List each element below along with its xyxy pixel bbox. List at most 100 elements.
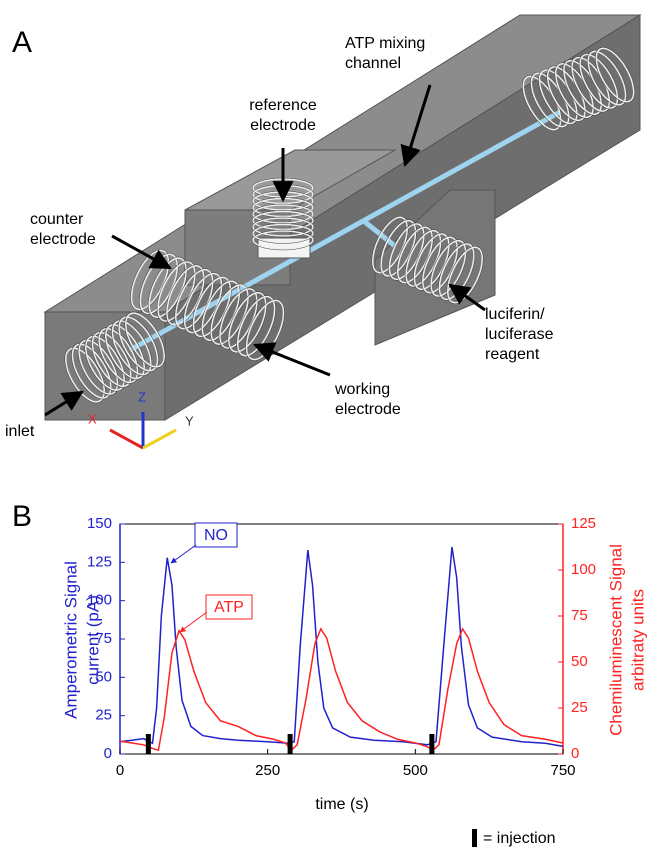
arrow — [448, 283, 486, 312]
coil-turn — [227, 291, 267, 353]
callout-label: inlet — [5, 423, 35, 440]
coil-turn — [91, 331, 132, 388]
coil-turn — [438, 243, 475, 301]
coil-turn-edge — [91, 331, 133, 388]
callout-label: channel — [345, 55, 401, 72]
y2-tick-label: 100 — [571, 561, 596, 578]
arrow — [111, 234, 172, 270]
coil-turn-edge — [77, 339, 119, 396]
y-axis-arrow — [142, 428, 177, 450]
coil-turn-edge — [429, 239, 467, 298]
arrow — [400, 84, 432, 168]
callout-label: reference — [249, 97, 317, 114]
coil-turn-edge — [538, 68, 579, 125]
x-tick-label: 250 — [255, 762, 280, 779]
coil-turn-edge — [562, 59, 603, 116]
coil-turn — [252, 210, 314, 231]
coil-turn-edge — [104, 323, 146, 380]
coil-turn-edge — [124, 311, 166, 369]
coil-turn — [124, 312, 166, 368]
y2-tick-label: 25 — [571, 699, 588, 716]
callout-label: working — [334, 381, 390, 398]
device-diagram: X Z Y A ATP mixing channel reference electr… — [5, 14, 642, 450]
y-tick-label: 25 — [95, 707, 112, 724]
coil-turn — [579, 53, 619, 109]
coil-turn-edge — [522, 75, 562, 131]
legend-marker — [472, 829, 477, 847]
x-axis-title: time (s) — [315, 796, 368, 813]
coil-turn — [252, 217, 314, 237]
coil-turn-edge — [595, 47, 635, 103]
coil-turn-edge — [546, 65, 587, 122]
coil-turn-edge — [236, 295, 276, 357]
callout-label: luciferase — [485, 326, 554, 343]
axis-x-label: X — [88, 411, 97, 426]
callout-label: electrode — [30, 231, 96, 248]
callout-arrows — [44, 84, 486, 417]
coil-turn-edge — [570, 56, 611, 113]
coil-turn — [98, 327, 139, 384]
y2-tick-label: 50 — [571, 653, 588, 670]
y2-tick-label: 75 — [571, 607, 588, 624]
y-tick-label: 100 — [87, 592, 112, 609]
coil-turn-edge — [578, 53, 619, 110]
coil-turn-edge — [530, 71, 571, 128]
coil-turn-edge — [251, 216, 315, 238]
coil-turn-edge — [438, 242, 476, 301]
coil-turn-edge — [117, 315, 159, 373]
coil-turn-edge — [227, 291, 268, 354]
coil-turn — [245, 299, 285, 361]
legend-label: = injection — [483, 830, 556, 847]
series-line — [119, 627, 564, 752]
y-tick-label: 0 — [104, 745, 112, 762]
axis-z-label: Z — [138, 389, 146, 404]
panel-label: B — [12, 500, 32, 533]
callout-label: counter — [30, 211, 84, 228]
x-tick-label: 500 — [403, 762, 428, 779]
y-tick-label: 50 — [95, 668, 112, 685]
coil-turn — [64, 347, 106, 403]
y2-axis-title: Chemiluminescent Signal — [606, 544, 625, 736]
coil-turn — [587, 50, 627, 106]
electrode-coils — [64, 47, 635, 404]
annotation-box — [205, 594, 253, 620]
coil-turn — [71, 343, 112, 399]
coil-turn — [118, 316, 159, 372]
x-tick-label: 0 — [116, 762, 124, 779]
coil-turn — [236, 295, 276, 357]
callout-label: reagent — [485, 346, 540, 363]
coil-turn — [430, 239, 467, 297]
callout-label: electrode — [250, 117, 316, 134]
coil-turn-edge — [97, 327, 139, 384]
y2-tick-label: 0 — [571, 745, 579, 762]
y-tick-label: 150 — [87, 515, 112, 532]
axis-y-label: Y — [185, 413, 194, 428]
coil-turn — [252, 223, 314, 244]
coil-turn — [84, 335, 126, 392]
coil-turn-edge — [251, 229, 315, 251]
injection-marker — [429, 734, 435, 754]
injection-marker — [145, 734, 151, 754]
coil-turn-edge — [554, 62, 595, 119]
callout-label: ATP mixing — [345, 35, 425, 52]
coil-turn-edge — [111, 319, 153, 376]
panel-label: A — [12, 26, 32, 59]
y-axis-title: current (pA) — [83, 595, 102, 685]
plot-frame — [119, 523, 564, 755]
x-axis-arrow — [109, 428, 144, 450]
y-tick-label: 75 — [95, 630, 112, 647]
y2-axis-title: arbitraty units — [628, 589, 647, 691]
coil-turn — [595, 47, 635, 103]
coil-turn-edge — [245, 299, 285, 361]
coil-turn-edge — [586, 50, 627, 107]
coil-turn — [104, 323, 146, 380]
coil-turn-edge — [84, 335, 126, 392]
y-tick-label: 125 — [87, 553, 112, 570]
y-axis-title: Amperometric Signal — [61, 561, 80, 719]
arrow — [44, 390, 84, 417]
injection-marker — [287, 734, 293, 754]
channel — [128, 109, 562, 353]
coil-turn — [252, 204, 314, 224]
coil-turn — [78, 339, 119, 395]
